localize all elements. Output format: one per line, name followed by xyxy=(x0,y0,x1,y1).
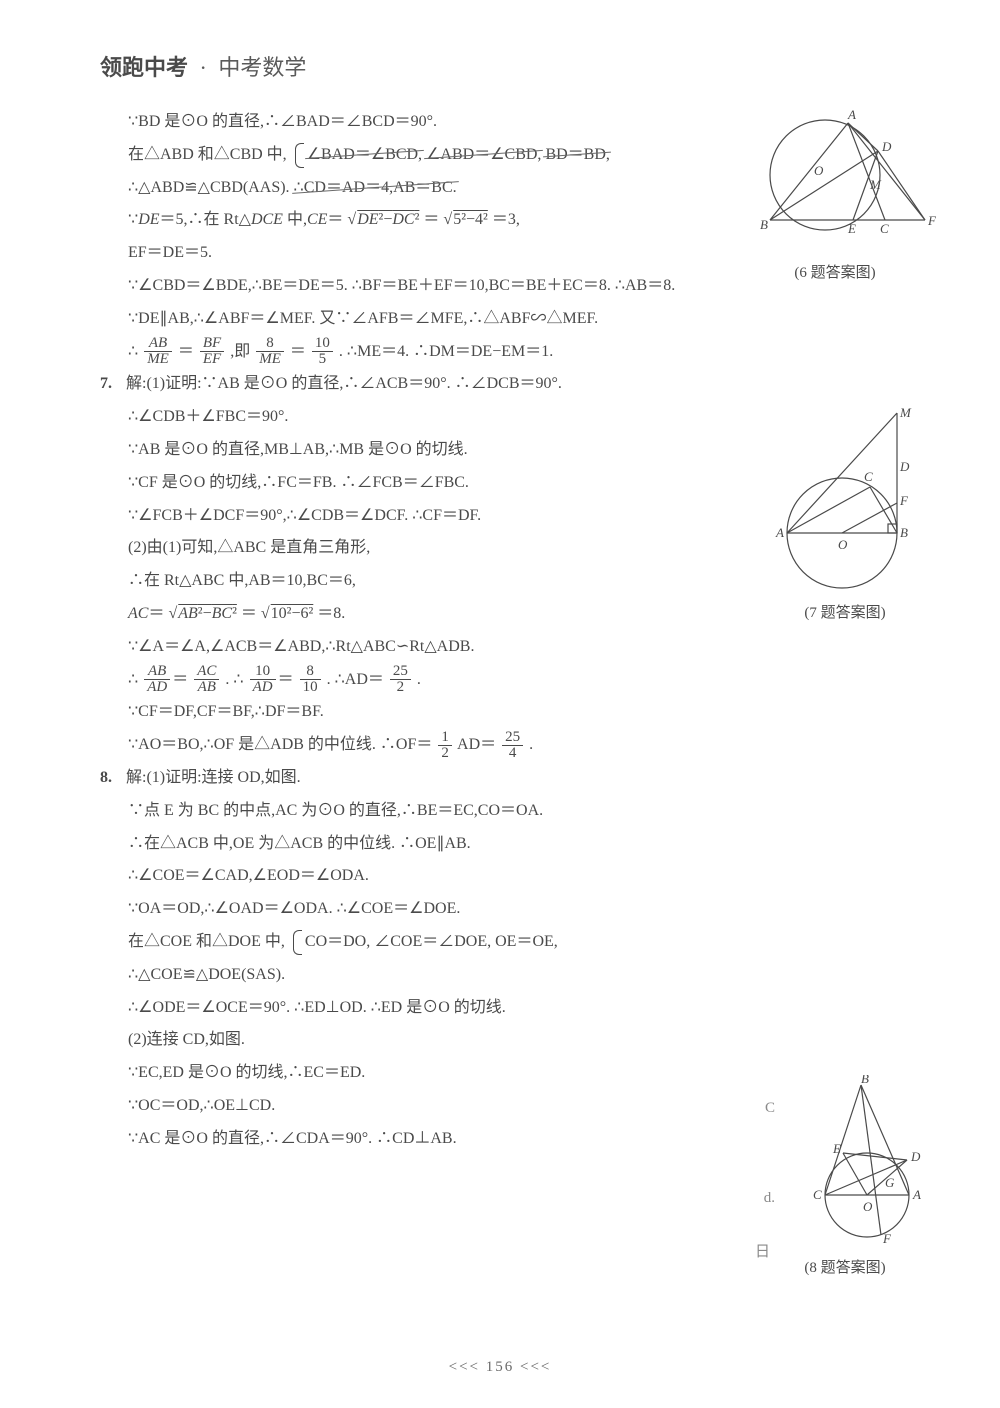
p7-l12: ∵AO＝BO,∴OF 是△ADB 的中位线. ∴OF＝ 12 AD＝ 254 . xyxy=(100,729,920,762)
p8-l1: 8. 解:(1)证明:连接 OD,如图. xyxy=(100,762,920,795)
pencil-mark-2: d. xyxy=(764,1190,775,1207)
header-bold: 领跑中考 xyxy=(100,55,188,80)
svg-text:E: E xyxy=(847,221,856,236)
svg-text:G: G xyxy=(885,1175,895,1190)
svg-text:B: B xyxy=(760,217,768,232)
header-dot: · xyxy=(200,55,207,80)
svg-text:F: F xyxy=(882,1231,892,1246)
brace1-l1: ∠BAD＝∠BCD, xyxy=(307,146,422,163)
p6-l7: ∵DE∥AB,∴∠ABF＝∠MEF. 又∵∠AFB＝∠MFE,∴△ABF∽△ME… xyxy=(100,303,920,336)
brace1-l2: ∠ABD＝∠CBD, xyxy=(426,146,541,163)
brace-2: CO＝DO, ∠COE＝∠DOE, OE＝OE, xyxy=(289,926,558,959)
p6-l2-pre: 在△ABD 和△CBD 中, xyxy=(128,146,287,163)
figure-8: B E D C O G A F (8 题答案图) xyxy=(745,1075,945,1277)
svg-text:O: O xyxy=(814,163,824,178)
svg-text:B: B xyxy=(900,525,908,540)
p6-l3b: ∴CD＝AD＝4,AB＝BC. xyxy=(294,179,457,196)
svg-text:C: C xyxy=(864,469,873,484)
svg-text:D: D xyxy=(881,139,892,154)
p7-l9: ∵∠A＝∠A,∠ACB＝∠ABD,∴Rt△ABC∽Rt△ADB. xyxy=(100,631,920,664)
p8-l6-pre: 在△COE 和△DOE 中, xyxy=(128,933,285,950)
svg-text:A: A xyxy=(912,1187,921,1202)
svg-text:M: M xyxy=(899,405,912,420)
brace-1: ∠BAD＝∠BCD, ∠ABD＝∠CBD, BD＝BD, xyxy=(291,139,610,172)
p8-l1-text: 解:(1)证明:连接 OD,如图. xyxy=(126,769,301,786)
brace2-l1: CO＝DO, xyxy=(305,933,370,950)
page-number: <<< 156 <<< xyxy=(0,1359,1000,1376)
svg-text:D: D xyxy=(899,459,910,474)
svg-text:C: C xyxy=(813,1187,822,1202)
svg-text:O: O xyxy=(863,1199,873,1214)
figure-6-caption: (6 题答案图) xyxy=(730,261,940,282)
pencil-mark-1: C xyxy=(765,1100,775,1117)
svg-text:M: M xyxy=(869,177,882,192)
p8-l7: ∴△COE≌△DOE(SAS). xyxy=(100,959,920,992)
figure-7: M D C F A O B (7 题答案图) xyxy=(750,405,940,622)
svg-text:F: F xyxy=(899,493,909,508)
p8-num: 8. xyxy=(100,762,122,795)
page-header: 领跑中考 · 中考数学 xyxy=(100,50,920,82)
svg-text:O: O xyxy=(838,537,848,552)
header-light: 中考数学 xyxy=(218,55,306,80)
p8-l6: 在△COE 和△DOE 中, CO＝DO, ∠COE＝∠DOE, OE＝OE, xyxy=(100,926,920,959)
figure-6: A D O M B E C F (6 题答案图) xyxy=(730,105,940,282)
svg-text:D: D xyxy=(910,1149,921,1164)
p6-l8b: ,即 xyxy=(230,343,250,360)
figure-8-caption: (8 题答案图) xyxy=(745,1256,945,1277)
svg-text:C: C xyxy=(880,221,889,236)
p8-l5: ∵OA＝OD,∴∠OAD＝∠ODA. ∴∠COE＝∠DOE. xyxy=(100,893,920,926)
svg-text:E: E xyxy=(832,1141,841,1156)
p8-l3: ∴在△ACB 中,OE 为△ACB 的中位线. ∴OE∥AB. xyxy=(100,828,920,861)
p8-l9: (2)连接 CD,如图. xyxy=(100,1024,920,1057)
svg-text:F: F xyxy=(927,213,937,228)
p7-l1: 7. 解:(1)证明:∵AB 是⊙O 的直径,∴∠ACB＝90°. ∴∠DCB＝… xyxy=(100,368,920,401)
p8-l2: ∵点 E 为 BC 的中点,AC 为⊙O 的直径,∴BE＝EC,CO＝OA. xyxy=(100,795,920,828)
p6-l8a: ∴ xyxy=(128,343,138,360)
p8-l4: ∴∠COE＝∠CAD,∠EOD＝∠ODA. xyxy=(100,860,920,893)
p7-l11: ∵CF＝DF,CF＝BF,∴DF＝BF. xyxy=(100,696,920,729)
svg-text:A: A xyxy=(775,525,784,540)
figure-7-caption: (7 题答案图) xyxy=(750,601,940,622)
brace2-l2: ∠COE＝∠DOE, xyxy=(374,933,491,950)
p6-l3a: ∴△ABD≌△CBD(AAS). xyxy=(128,179,290,196)
p6-l8: ∴ ABME ＝ BFEF ,即 8ME ＝ 105 . ∴ME＝4. ∴DM＝… xyxy=(100,336,920,369)
svg-text:A: A xyxy=(847,107,856,122)
p7-num: 7. xyxy=(100,368,122,401)
svg-text:B: B xyxy=(861,1075,869,1086)
p8-l8: ∴∠ODE＝∠OCE＝90°. ∴ED⊥OD. ∴ED 是⊙O 的切线. xyxy=(100,992,920,1025)
pencil-mark-3: 日 xyxy=(755,1240,770,1261)
p7-l1-text: 解:(1)证明:∵AB 是⊙O 的直径,∴∠ACB＝90°. ∴∠DCB＝90°… xyxy=(126,375,562,392)
brace2-l3: OE＝OE, xyxy=(495,933,558,950)
p6-l8c: . ∴ME＝4. ∴DM＝DE−EM＝1. xyxy=(339,343,553,360)
brace1-l3: BD＝BD, xyxy=(545,146,609,163)
p7-l10: ∴ ABAD＝ ACAB . ∴ 10AD＝ 810 . ∴AD＝ 252 . xyxy=(100,664,920,697)
